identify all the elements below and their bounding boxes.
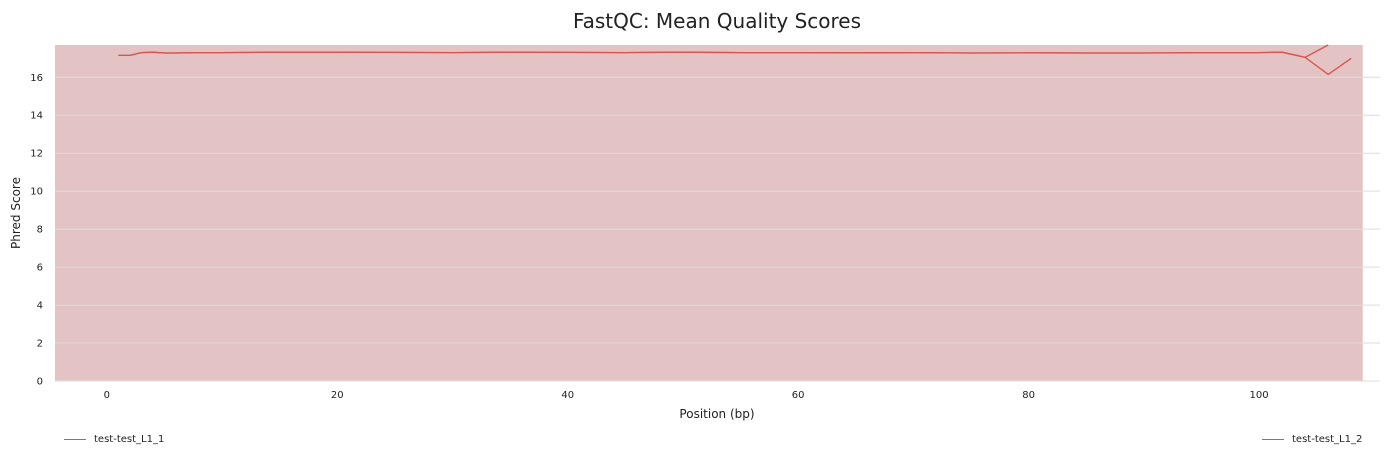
background-band xyxy=(55,45,1363,381)
x-tick-label: 0 xyxy=(104,390,110,401)
y-tick-label: 8 xyxy=(37,225,43,236)
x-tick-label: 100 xyxy=(1249,390,1268,401)
series-line xyxy=(118,51,1352,76)
y-axis-ticks: 0 2 4 6 8 10 12 14 16 xyxy=(30,73,43,388)
legend-label: test-test_L1_2 xyxy=(1292,434,1363,445)
y-tick-label: 16 xyxy=(30,73,43,84)
legend-swatch xyxy=(64,439,86,440)
legend-swatch xyxy=(1262,439,1284,440)
y-tick-label: 12 xyxy=(30,149,43,160)
legend-label: test-test_L1_1 xyxy=(94,434,165,445)
y-tick-label: 2 xyxy=(37,339,43,350)
x-axis-label: Position (bp) xyxy=(679,407,754,421)
x-tick-label: 20 xyxy=(331,390,344,401)
chart-title: FastQC: Mean Quality Scores xyxy=(573,9,861,33)
y-tick-label: 4 xyxy=(37,301,43,312)
y-tick-label: 0 xyxy=(37,377,43,388)
legend-item-1[interactable]: test-test_L1_1 xyxy=(64,434,164,445)
x-tick-label: 80 xyxy=(1022,390,1035,401)
y-axis-label: Phred Score xyxy=(9,177,23,249)
x-tick-label: 40 xyxy=(561,390,574,401)
y-tick-label: 14 xyxy=(30,111,43,122)
y-tick-label: 6 xyxy=(37,263,43,274)
series-lines xyxy=(118,44,1352,76)
grid-lines xyxy=(55,76,1380,382)
legend-item-2[interactable]: test-test_L1_2 xyxy=(1262,434,1362,445)
y-tick-label: 10 xyxy=(30,187,43,198)
x-axis-ticks: 0 20 40 60 80 100 xyxy=(104,390,1269,401)
x-tick-label: 60 xyxy=(792,390,805,401)
